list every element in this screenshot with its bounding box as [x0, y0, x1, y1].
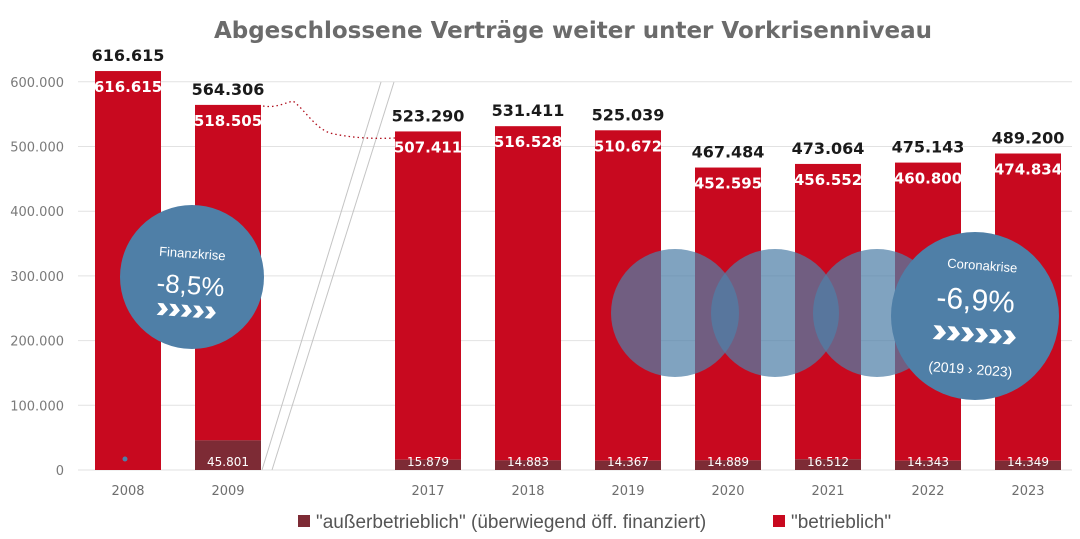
legend-label-betrieblich: "betrieblich"	[791, 512, 891, 533]
bar-label-ausserbetrieblich: 16.512	[807, 455, 849, 469]
bar-label-ausserbetrieblich: 15.879	[407, 455, 449, 469]
badge-subtitle: (2019 › 2023)	[928, 358, 1013, 380]
badge-coronakrise: Coronakrise -6,9% (2019 › 2023)	[891, 232, 1059, 400]
x-tick-label: 2008	[111, 484, 144, 499]
bar-ausserbetrieblich	[395, 459, 461, 470]
bar-ausserbetrieblich	[895, 460, 961, 470]
badge-circle	[120, 205, 264, 349]
bar-total-label: 616.615	[92, 46, 165, 65]
y-tick-label: 300.000	[10, 270, 64, 285]
chevron-icon	[180, 304, 192, 317]
chevrons-icon	[156, 302, 216, 319]
bar-label-ausserbetrieblich: 45.801	[207, 455, 249, 469]
axis-break-line	[271, 81, 395, 471]
bar-label-ausserbetrieblich: 14.889	[707, 455, 749, 469]
x-tick-label: 2019	[611, 484, 644, 499]
bar-marker-dot	[122, 456, 128, 462]
bar-label-ausserbetrieblich: 14.883	[507, 455, 549, 469]
bar-label-betrieblich: 516.528	[494, 133, 562, 151]
badge-value: -8,5%	[156, 268, 226, 303]
bar-ausserbetrieblich	[495, 460, 561, 470]
bar-label-betrieblich: 452.595	[694, 175, 762, 193]
bar-label-ausserbetrieblich: 14.367	[607, 455, 649, 469]
bar-label-betrieblich: 474.834	[994, 160, 1062, 178]
x-tick-label: 2020	[711, 484, 744, 499]
y-tick-label: 200.000	[10, 335, 64, 350]
chevron-icon	[988, 328, 1002, 344]
legend-swatch-ausserbetrieblich	[298, 515, 310, 527]
y-tick-label: 500.000	[10, 141, 64, 156]
legend-label-ausserbetrieblich: "außerbetrieblich" (überwiegend öff. fin…	[316, 512, 706, 533]
bar-ausserbetrieblich	[195, 440, 261, 470]
bar-label-betrieblich: 518.505	[194, 112, 262, 130]
bar-label-betrieblich: 456.552	[794, 171, 862, 189]
bar-ausserbetrieblich	[595, 460, 661, 470]
chevron-icon	[204, 306, 216, 319]
axis-break	[261, 81, 395, 471]
y-tick-label: 100.000	[10, 399, 64, 414]
bar-label-ausserbetrieblich: 14.343	[907, 455, 949, 469]
bar-betrieblich	[495, 126, 561, 461]
bar-total-label: 473.064	[792, 139, 865, 158]
badge-caption: Finanzkrise	[159, 244, 226, 264]
bar-label-betrieblich: 510.672	[594, 137, 662, 155]
bar-ausserbetrieblich	[995, 460, 1061, 470]
chevron-icon	[960, 327, 975, 342]
ghost-circle	[711, 249, 839, 377]
annotations: Finanzkrise -8,5% Coronakrise -6,9% (2019 › …	[120, 100, 1059, 400]
bar-total-label: 523.290	[392, 106, 465, 125]
bar-label-betrieblich: 507.411	[394, 138, 462, 156]
chevron-icon	[932, 325, 947, 340]
x-tick-label: 2022	[911, 484, 944, 499]
chevron-icon	[946, 326, 961, 341]
dotted-connector	[262, 100, 396, 139]
x-tick-label: 2023	[1011, 484, 1044, 499]
legend: "außerbetrieblich" (überwiegend öff. fin…	[298, 512, 891, 533]
chevron-icon	[168, 303, 180, 317]
badge-value: -6,9%	[935, 281, 1015, 319]
chevron-icon	[974, 328, 988, 343]
bar-total-label: 467.484	[692, 143, 765, 162]
chevron-icon	[1002, 329, 1016, 345]
y-tick-label: 400.000	[10, 205, 64, 220]
x-axis: 2008 2009 2017 2018 2019 2020 2021 2022 2023	[111, 484, 1044, 499]
bar-label-betrieblich: 616.615	[94, 78, 162, 96]
x-tick-label: 2021	[811, 484, 844, 499]
bar-label-betrieblich: 460.800	[894, 170, 962, 188]
badge-finanzkrise: Finanzkrise -8,5%	[120, 205, 264, 349]
y-tick-label: 0	[56, 464, 64, 479]
chevron-icon	[156, 302, 168, 316]
x-tick-label: 2009	[211, 484, 244, 499]
badge-caption: Coronakrise	[947, 256, 1018, 276]
chevron-icon	[192, 305, 204, 318]
bar-total-label: 489.200	[992, 128, 1065, 147]
bar-ausserbetrieblich	[695, 460, 761, 470]
bar-total-label: 531.411	[492, 101, 565, 120]
y-tick-label: 600.000	[10, 76, 64, 91]
badge-circle	[891, 232, 1059, 400]
axis-break-line	[261, 81, 382, 471]
bar-label-ausserbetrieblich: 14.349	[1007, 455, 1049, 469]
x-tick-label: 2018	[511, 484, 544, 499]
x-tick-label: 2017	[411, 484, 444, 499]
y-axis: 0 100.000 200.000 300.000 400.000 500.000 600.…	[10, 76, 64, 479]
bar-total-label: 564.306	[192, 80, 265, 99]
chart-title: Abgeschlossene Verträge weiter unter Vor…	[214, 18, 932, 44]
bar-betrieblich	[395, 131, 461, 460]
bar-ausserbetrieblich	[795, 459, 861, 470]
bar-total-label: 525.039	[592, 105, 665, 124]
bar-total-label: 475.143	[892, 138, 965, 157]
chevrons-icon	[932, 325, 1016, 345]
legend-swatch-betrieblich	[773, 515, 785, 527]
ghost-circle	[611, 249, 739, 377]
